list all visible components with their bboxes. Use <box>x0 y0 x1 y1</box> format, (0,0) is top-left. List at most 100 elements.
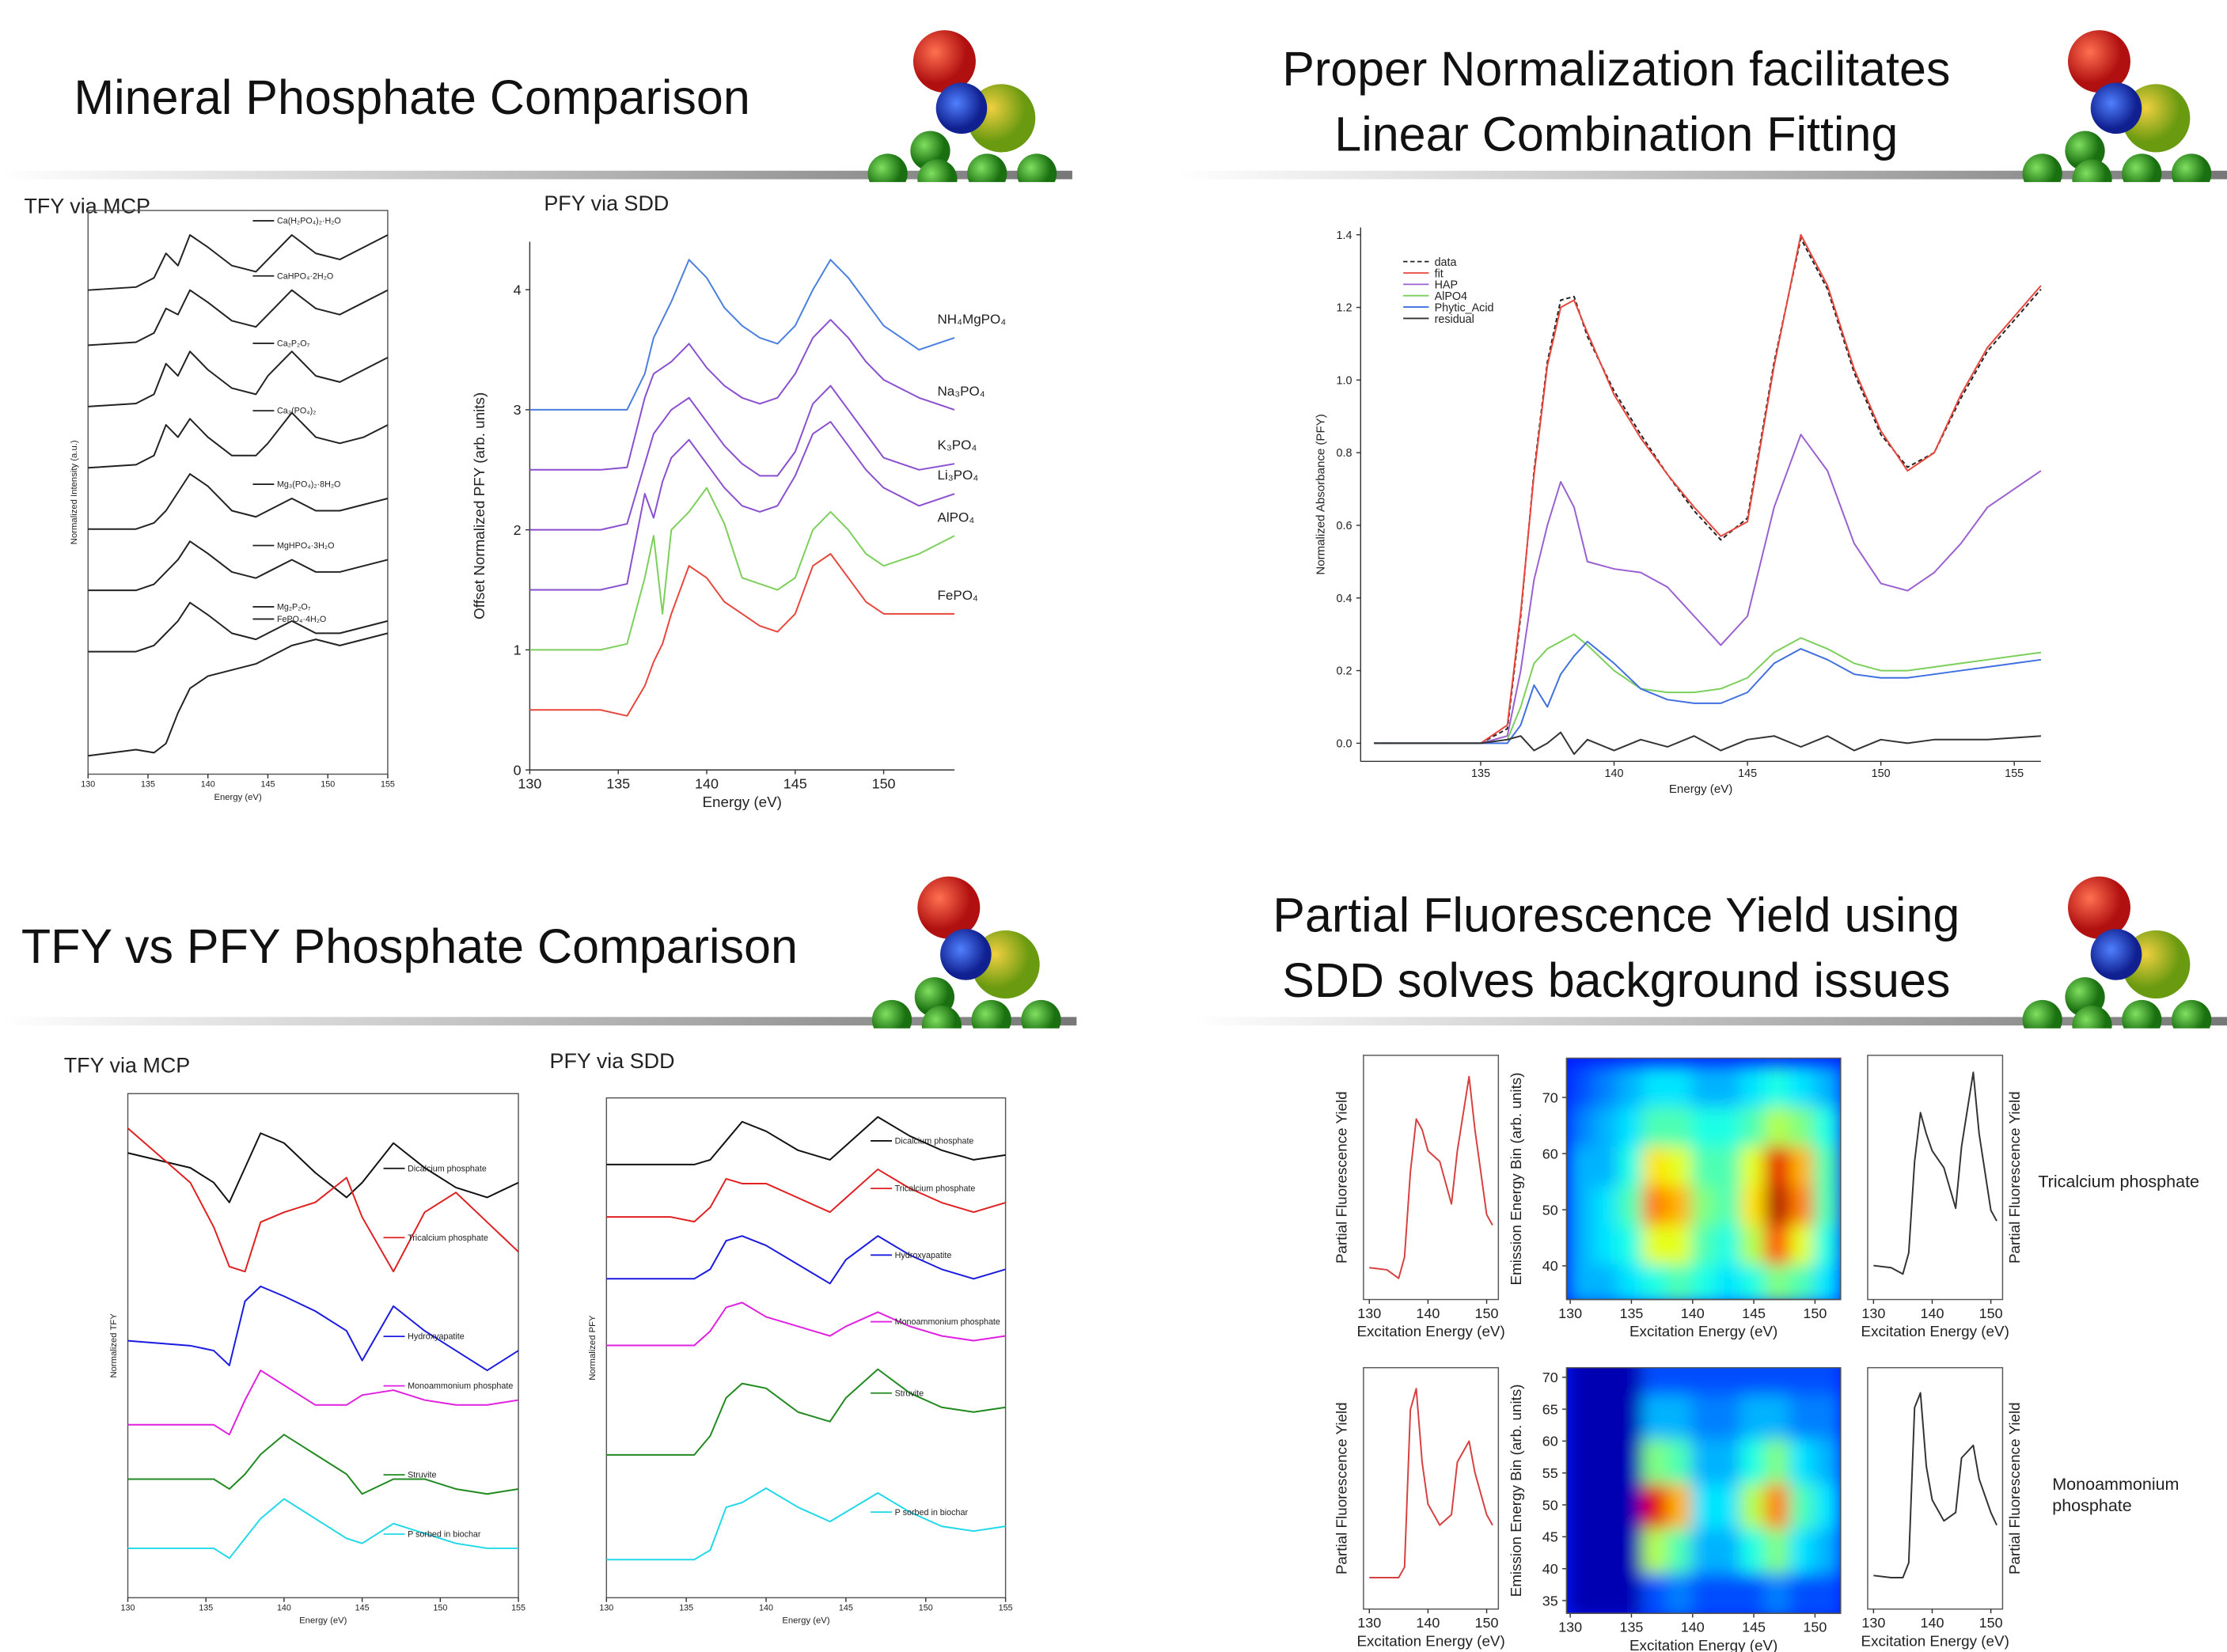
series-label: P sorbed in biochar <box>895 1508 969 1517</box>
heatmap-cell <box>1739 1222 1768 1265</box>
heatmap-cell <box>1813 1143 1841 1186</box>
heatmap-cell <box>1618 1481 1645 1529</box>
heatmap-cell <box>1789 1065 1817 1108</box>
x-tick-label: 145 <box>1738 767 1757 780</box>
series-line <box>1369 1388 1493 1578</box>
x-tick-label: 150 <box>1475 1305 1499 1321</box>
chart-title: TFY via MCP <box>64 1053 190 1077</box>
x-tick-label: 140 <box>1681 1619 1705 1635</box>
x-axis-label: Energy (eV) <box>214 793 262 802</box>
heatmap-cell <box>1715 1104 1743 1147</box>
heatmap-cell <box>1764 1392 1793 1440</box>
series-line <box>88 540 389 592</box>
y-axis-label: Partial Fluorescence Yield <box>2006 1402 2023 1574</box>
sample-label: Tricalcium phosphate <box>2038 1173 2199 1192</box>
legend-label: HAP <box>1435 279 1459 292</box>
heatmap-blur <box>1569 1367 1841 1614</box>
heatmap-cell <box>1667 1367 1694 1395</box>
heatmap-cell <box>1667 1222 1694 1265</box>
heatmap-cell <box>1715 1183 1743 1226</box>
heatmap-cell <box>1764 1222 1793 1265</box>
y-tick-label: 1.0 <box>1337 374 1353 387</box>
series-line <box>529 259 955 411</box>
heatmap-cell <box>1569 1065 1596 1108</box>
heatmap-cell <box>1642 1392 1670 1440</box>
y-tick-label: 0.2 <box>1337 665 1353 678</box>
series-label: Ca(H₂PO₄)₂·H₂O <box>277 217 341 226</box>
heatmap-cell <box>1764 1481 1793 1529</box>
heatmap-cell <box>1739 1481 1768 1529</box>
y-tick-label: 60 <box>1542 1146 1558 1161</box>
heatmap-cell <box>1618 1392 1645 1440</box>
y-axis-label: Normalized TFY <box>109 1313 119 1378</box>
x-tick-label: 150 <box>872 775 896 791</box>
heatmap-cell <box>1789 1261 1817 1300</box>
heatmap-cell <box>1593 1065 1621 1108</box>
series-line <box>529 385 955 531</box>
x-tick-label: 140 <box>1921 1305 1944 1321</box>
heatmap-cell <box>1813 1570 1841 1614</box>
series-line <box>88 411 389 469</box>
heatmap-cell <box>1642 1525 1670 1574</box>
heatmap-cell <box>1667 1104 1694 1147</box>
x-tick-label: 140 <box>1681 1305 1705 1321</box>
series-label: FePO₄·4H₂O <box>277 615 326 624</box>
heatmap-cell <box>1789 1436 1817 1484</box>
x-tick-label: 130 <box>1861 1615 1885 1631</box>
series-label: Na₃PO₄ <box>937 384 985 399</box>
y-tick-label: 4 <box>514 282 522 297</box>
chart-title: PFY via SDD <box>550 1049 675 1073</box>
series-label: Ca₂P₂O₇ <box>277 339 310 349</box>
x-tick-label: 140 <box>759 1604 773 1613</box>
series-label: AlPO₄ <box>937 510 974 525</box>
series-label: CaHPO₄·2H₂O <box>277 271 333 281</box>
heatmap-cell <box>1739 1143 1768 1186</box>
series-label: Tricalcium phosphate <box>408 1233 488 1243</box>
heatmap-cell <box>1789 1143 1817 1186</box>
heatmap-cell <box>1569 1525 1596 1574</box>
x-tick-label: 150 <box>1979 1305 2003 1321</box>
y-tick-label: 55 <box>1542 1465 1558 1481</box>
series-line <box>606 1116 1006 1165</box>
heatmap-cell <box>1789 1481 1817 1529</box>
series-line <box>1374 731 2041 756</box>
heatmap-cell <box>1569 1183 1596 1226</box>
x-tick-label: 150 <box>321 780 335 790</box>
heatmap-cell <box>1642 1261 1670 1300</box>
heatmap-blur <box>1569 1065 1841 1300</box>
x-tick-label: 140 <box>277 1604 291 1613</box>
series-label: Monoammonium phosphate <box>408 1381 513 1391</box>
slide-title: Linear Combination Fitting <box>1334 108 1898 161</box>
y-tick-label: 0.8 <box>1337 447 1353 460</box>
y-tick-label: 0 <box>514 762 522 778</box>
heatmap-cell <box>1667 1065 1694 1108</box>
heatmap-cell <box>1739 1367 1768 1395</box>
y-tick-label: 65 <box>1542 1401 1558 1417</box>
series-line <box>88 289 389 347</box>
series-line <box>127 1132 519 1203</box>
y-tick-label: 1 <box>514 642 522 658</box>
heatmap-cell <box>1690 1525 1719 1574</box>
series-line <box>127 1127 519 1273</box>
heatmap-cell <box>1789 1570 1817 1614</box>
heatmap-cell <box>1690 1436 1719 1484</box>
heatmap-cell <box>1739 1525 1768 1574</box>
y-tick-label: 60 <box>1542 1434 1558 1449</box>
heatmap-cell <box>1642 1143 1670 1186</box>
heatmap-cell <box>1593 1367 1621 1395</box>
heatmap-cell <box>1618 1436 1645 1484</box>
series-line <box>88 632 389 757</box>
series-line <box>1374 640 2042 745</box>
series-line <box>529 487 955 651</box>
y-axis-label: Normalized Absorbance (PFY) <box>1314 414 1327 574</box>
series-line <box>606 1487 1006 1561</box>
x-tick-label: 130 <box>81 780 95 790</box>
series-label: Hydroxyapatite <box>408 1332 465 1342</box>
chart-title: TFY via MCP <box>25 195 150 218</box>
y-axis-label: Emission Energy Bin (arb. units) <box>1508 1072 1524 1285</box>
heatmap-cell <box>1667 1481 1694 1529</box>
series-line <box>529 421 955 591</box>
series-line <box>529 319 955 471</box>
heatmap-cell <box>1764 1261 1793 1300</box>
heatmap-cell <box>1813 1065 1841 1108</box>
